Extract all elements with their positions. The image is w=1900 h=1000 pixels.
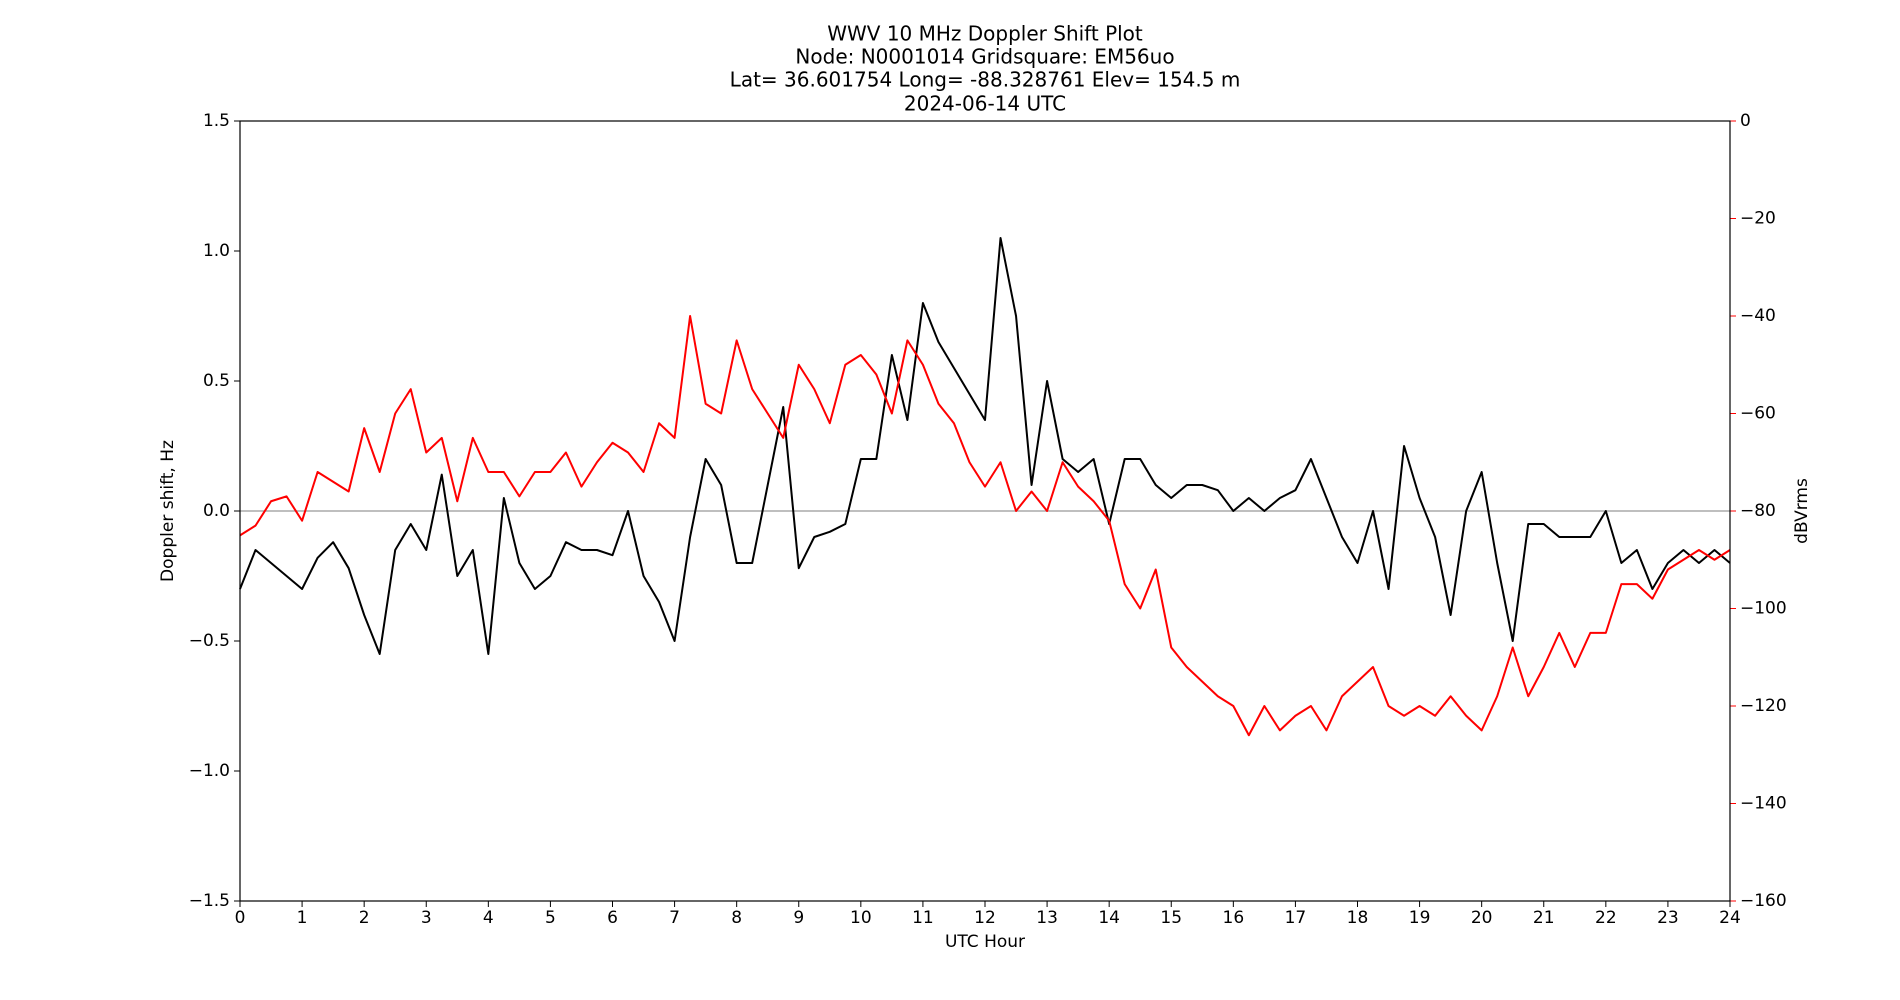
- x-tick-label: 0: [235, 908, 246, 928]
- x-tick-label: 4: [483, 908, 494, 928]
- x-tick-label: 12: [974, 908, 996, 928]
- x-tick-label: 24: [1719, 908, 1741, 928]
- plot-frame: [239, 120, 1731, 902]
- series-line: [239, 315, 1731, 737]
- y2-tick-label: −80: [1740, 501, 1776, 521]
- series-line: [239, 237, 1731, 655]
- title-line: Node: N0001014 Gridsquare: EM56uo: [795, 45, 1174, 69]
- x-tick-label: 17: [1285, 908, 1307, 928]
- x-tick-label: 6: [607, 908, 618, 928]
- x-tick-label: 21: [1533, 908, 1555, 928]
- x-tick-label: 3: [421, 908, 432, 928]
- y2-tick-label: −20: [1740, 209, 1776, 229]
- x-tick-label: 7: [669, 908, 680, 928]
- x-tick-label: 14: [1098, 908, 1120, 928]
- x-tick-label: 11: [912, 908, 934, 928]
- x-tick-label: 1: [297, 908, 308, 928]
- x-tick-label: 16: [1223, 908, 1245, 928]
- y-tick-label: −1.0: [189, 761, 230, 781]
- y-tick-label: 1.0: [203, 241, 230, 261]
- x-tick-label: 15: [1160, 908, 1182, 928]
- x-tick-label: 10: [850, 908, 872, 928]
- x-tick-label: 2: [359, 908, 370, 928]
- x-tick-label: 22: [1595, 908, 1617, 928]
- y2-tick-label: −140: [1740, 794, 1787, 814]
- x-tick-label: 8: [731, 908, 742, 928]
- x-tick-label: 18: [1347, 908, 1369, 928]
- y-tick-label: 0.0: [203, 501, 230, 521]
- title-line: Lat= 36.601754 Long= -88.328761 Elev= 15…: [730, 68, 1241, 92]
- title-line: WWV 10 MHz Doppler Shift Plot: [827, 22, 1143, 46]
- y-axis-label: Doppler shift, Hz: [158, 440, 178, 582]
- y-tick-label: −1.5: [189, 891, 230, 911]
- x-tick-label: 23: [1657, 908, 1679, 928]
- y2-tick-label: −60: [1740, 404, 1776, 424]
- x-tick-label: 13: [1036, 908, 1058, 928]
- y-tick-label: 0.5: [203, 371, 230, 391]
- x-tick-label: 5: [545, 908, 556, 928]
- y2-tick-label: −40: [1740, 306, 1776, 326]
- y2-tick-label: −100: [1740, 599, 1787, 619]
- y2-tick-label: −120: [1740, 696, 1787, 716]
- y-tick-label: 1.5: [203, 111, 230, 131]
- y2-tick-label: −160: [1740, 891, 1787, 911]
- x-tick-label: 9: [793, 908, 804, 928]
- y2-axis-label: dBVrms: [1792, 478, 1812, 544]
- x-tick-label: 20: [1471, 908, 1493, 928]
- x-axis-label: UTC Hour: [945, 932, 1025, 952]
- title-line: 2024-06-14 UTC: [904, 92, 1066, 116]
- y-tick-label: −0.5: [189, 631, 230, 651]
- x-tick-label: 19: [1409, 908, 1431, 928]
- y2-tick-label: 0: [1740, 111, 1751, 131]
